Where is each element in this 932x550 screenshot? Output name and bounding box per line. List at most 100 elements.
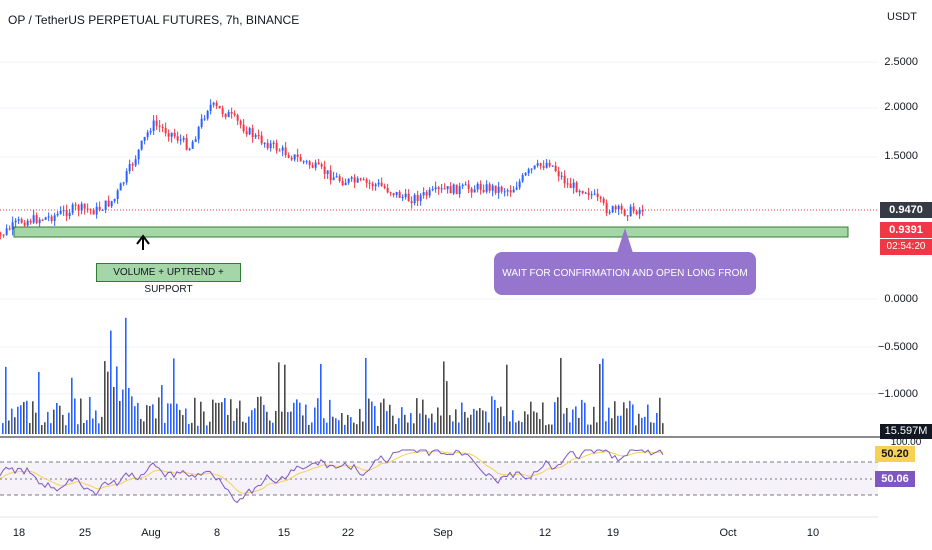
volume-bar (395, 424, 397, 434)
volume-bar (188, 423, 190, 434)
candle (137, 149, 140, 160)
volume-bar (491, 396, 493, 434)
volume-bar (650, 422, 652, 434)
volume-bar (332, 416, 334, 434)
volume-bar (302, 415, 304, 434)
rsi-ma-label: 50.20 (875, 446, 915, 462)
volume-bar (503, 416, 505, 434)
candle (35, 215, 38, 223)
candle (128, 164, 131, 172)
volume-bar (308, 424, 310, 434)
volume-bar (578, 417, 580, 434)
candle (203, 118, 206, 120)
volume-series (2, 317, 664, 434)
volume-bar (464, 411, 466, 434)
candle (494, 185, 497, 193)
candle (188, 148, 191, 150)
volume-bar (146, 405, 148, 434)
volume-bar (326, 422, 328, 434)
candle (443, 188, 446, 190)
volume-bar (629, 400, 631, 434)
volume-bar (212, 399, 214, 434)
candle (299, 157, 302, 162)
candle (524, 173, 527, 176)
candle (95, 206, 98, 215)
zone-callout[interactable]: WAIT FOR CONFIRMATION AND OPEN LONG FROM… (494, 252, 756, 322)
candle (149, 130, 152, 133)
volume-bar (293, 402, 295, 434)
volume-bar (530, 401, 532, 434)
volume-bar (20, 405, 22, 434)
candle (29, 220, 32, 223)
volume-bar (467, 417, 469, 434)
candle (38, 219, 41, 223)
candle (185, 137, 188, 150)
volume-bar (521, 422, 523, 434)
candle (56, 213, 59, 216)
support-annotation[interactable]: VOLUME + UPTREND + SUPPORT (96, 263, 241, 295)
volume-bar (437, 407, 439, 434)
price-tick: 0.0000 (884, 293, 918, 305)
volume-bar (14, 417, 16, 434)
candle (515, 187, 518, 190)
candle (278, 150, 281, 152)
volume-bar (620, 415, 622, 434)
candle (314, 162, 317, 168)
candle (629, 206, 632, 217)
price-tick: 2.0000 (884, 101, 918, 113)
volume-bar (53, 409, 55, 434)
volume-bar (158, 397, 160, 434)
candle (578, 190, 581, 193)
volume-bar (509, 421, 511, 434)
candle (248, 128, 251, 135)
candle (452, 184, 455, 194)
candle (323, 166, 326, 174)
volume-bar (200, 401, 202, 434)
candle (392, 193, 395, 196)
candle (32, 215, 35, 223)
volume-bar (209, 421, 211, 434)
candle (107, 200, 110, 207)
candle (263, 142, 266, 144)
candle (590, 194, 593, 196)
volume-bar (125, 317, 127, 434)
volume-bar (488, 422, 490, 434)
candle (347, 178, 350, 183)
volume-bar (407, 422, 409, 434)
volume-bar (353, 422, 355, 434)
candle (341, 180, 344, 186)
candle (602, 198, 605, 203)
candle (122, 182, 125, 184)
volume-bar (254, 408, 256, 434)
candle (461, 184, 464, 187)
volume-bar (164, 422, 166, 434)
candle (215, 102, 218, 107)
candle (542, 165, 545, 168)
volume-bar (506, 364, 508, 434)
volume-bar (194, 397, 196, 434)
candle (227, 111, 230, 118)
volume-bar (329, 399, 331, 434)
volume-bar (311, 422, 313, 434)
volume-bar (401, 407, 403, 434)
candle (14, 220, 17, 223)
volume-bar (281, 411, 283, 434)
candle (176, 136, 179, 141)
candle (488, 184, 491, 191)
candle (599, 196, 602, 199)
volume-bar (29, 423, 31, 434)
candle (425, 192, 428, 196)
volume-bar (35, 412, 37, 434)
candle (497, 186, 500, 193)
candle (413, 194, 416, 204)
candle (305, 161, 308, 163)
candle (200, 118, 203, 127)
grid (0, 61, 878, 395)
volume-bar (455, 409, 457, 434)
candle (395, 191, 398, 196)
volume-bar (458, 422, 460, 434)
volume-bar (185, 408, 187, 434)
candle (170, 132, 173, 137)
candle (458, 186, 461, 195)
volume-bar (221, 402, 223, 434)
